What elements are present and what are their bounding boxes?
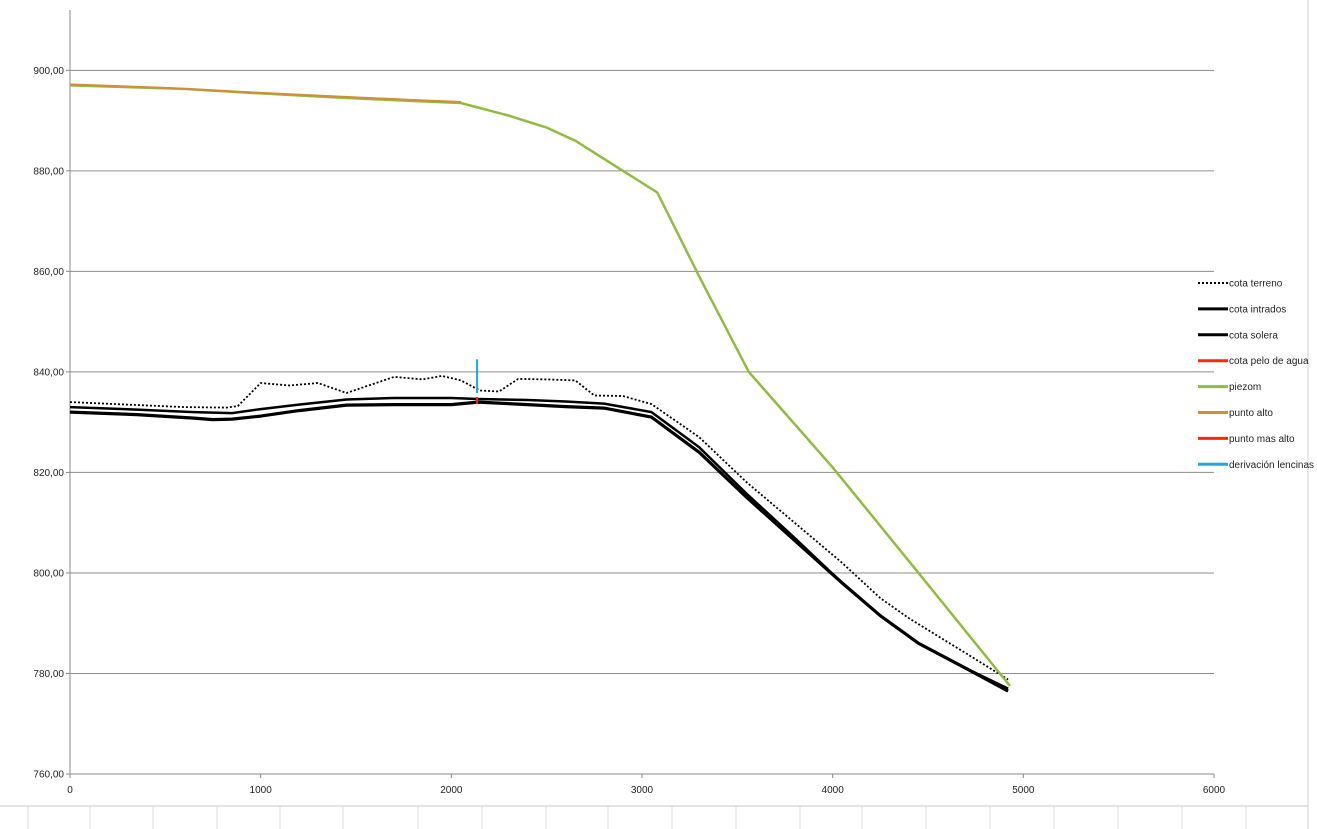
legend-label: cota terreno xyxy=(1229,279,1283,290)
y-tick-label: 880,00 xyxy=(33,166,64,177)
x-tick-labels: 0 1000 2000 3000 4000 5000 6000 xyxy=(67,774,1225,796)
series-lines xyxy=(70,84,1010,691)
x-tick-label: 5000 xyxy=(1012,785,1035,796)
legend: cota terreno cota intrados cota solera cota… xyxy=(1198,279,1314,471)
y-tick-label: 780,00 xyxy=(33,669,64,680)
legend-label: cota intrados xyxy=(1229,304,1286,315)
series-line-4 xyxy=(70,85,1010,686)
legend-label: punto alto xyxy=(1229,408,1273,419)
x-tick-label: 6000 xyxy=(1203,785,1226,796)
legend-label: derivación lencinas xyxy=(1229,460,1314,471)
legend-label: piezom xyxy=(1229,382,1261,393)
x-tick-label: 0 xyxy=(67,785,73,796)
y-tick-label: 820,00 xyxy=(33,468,64,479)
x-tick-label: 1000 xyxy=(250,785,273,796)
y-tick-label: 840,00 xyxy=(33,367,64,378)
y-tick-label: 760,00 xyxy=(33,770,64,781)
legend-label: punto mas alto xyxy=(1229,434,1295,445)
series-line-2 xyxy=(70,402,1008,691)
grid-lines xyxy=(70,70,1214,673)
x-tick-label: 4000 xyxy=(822,785,845,796)
series-line-1 xyxy=(70,398,1008,689)
series-line-0 xyxy=(70,376,1008,680)
y-tick-labels: 760,00 780,00 800,00 820,00 840,00 860,00 880,… xyxy=(33,66,70,781)
y-tick-label: 800,00 xyxy=(33,568,64,579)
series-line-5 xyxy=(70,84,461,102)
x-tick-label: 3000 xyxy=(631,785,654,796)
x-tick-label: 2000 xyxy=(440,785,463,796)
axes xyxy=(70,10,1214,774)
y-tick-label: 860,00 xyxy=(33,267,64,278)
legend-label: cota solera xyxy=(1229,330,1278,341)
legend-label: cota pelo de agua xyxy=(1229,356,1309,367)
y-tick-label: 900,00 xyxy=(33,66,64,77)
